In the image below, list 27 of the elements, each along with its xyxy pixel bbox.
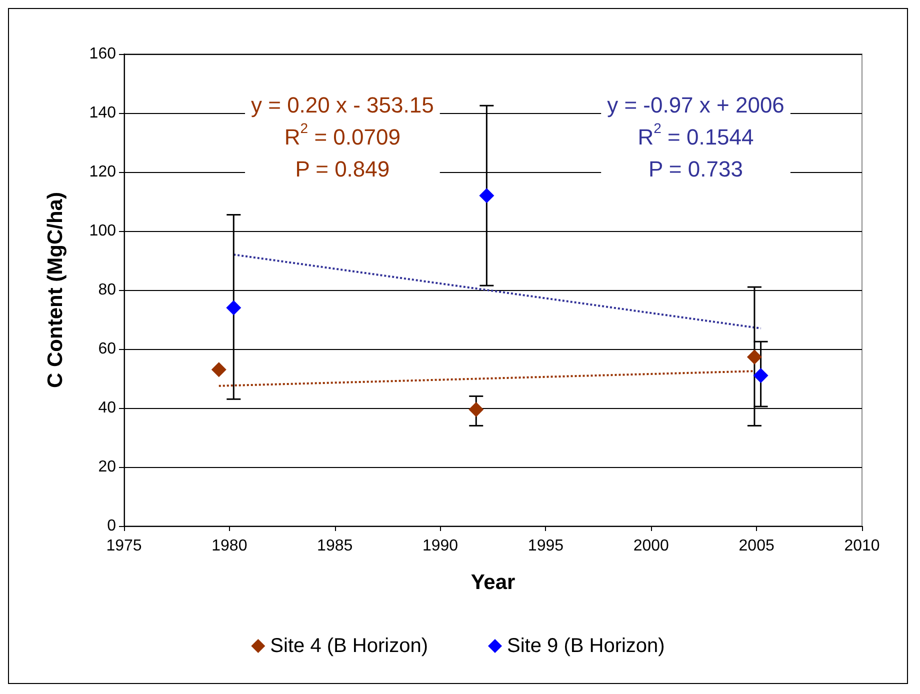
x-tick-label: 2010 bbox=[844, 538, 880, 554]
legend-label: Site 9 (B Horizon) bbox=[507, 635, 665, 657]
y-tick-label: 160 bbox=[89, 46, 116, 62]
y-tick-label: 80 bbox=[98, 282, 116, 298]
point bbox=[226, 300, 242, 316]
x-tick-label: 2005 bbox=[738, 538, 774, 554]
point bbox=[479, 188, 494, 204]
point bbox=[753, 368, 768, 384]
x-tick-label: 1995 bbox=[528, 538, 564, 554]
x-tick-label: 2000 bbox=[633, 538, 670, 554]
point bbox=[211, 362, 226, 378]
y-tick-label: 140 bbox=[89, 104, 116, 122]
y-tick-label: 100 bbox=[89, 222, 116, 240]
point bbox=[746, 349, 762, 364]
x-tick-label: 1990 bbox=[422, 538, 458, 554]
y-tick-label: 120 bbox=[89, 164, 116, 180]
x-axis-title: Year bbox=[470, 571, 516, 594]
y-tick-label: 60 bbox=[98, 340, 116, 358]
x-tick-label: 1980 bbox=[212, 538, 248, 554]
point bbox=[468, 402, 484, 417]
y-tick-label: 20 bbox=[98, 458, 116, 476]
legend-label: Site 4 (B Horizon) bbox=[270, 635, 428, 657]
y-tick-label: 40 bbox=[98, 400, 116, 416]
y-tick-label: 0 bbox=[107, 518, 116, 534]
x-tick-label: 1975 bbox=[106, 538, 142, 554]
x-tick-label: 1985 bbox=[317, 538, 353, 554]
y-axis-title: C Content (MgC/ha) bbox=[44, 192, 67, 388]
